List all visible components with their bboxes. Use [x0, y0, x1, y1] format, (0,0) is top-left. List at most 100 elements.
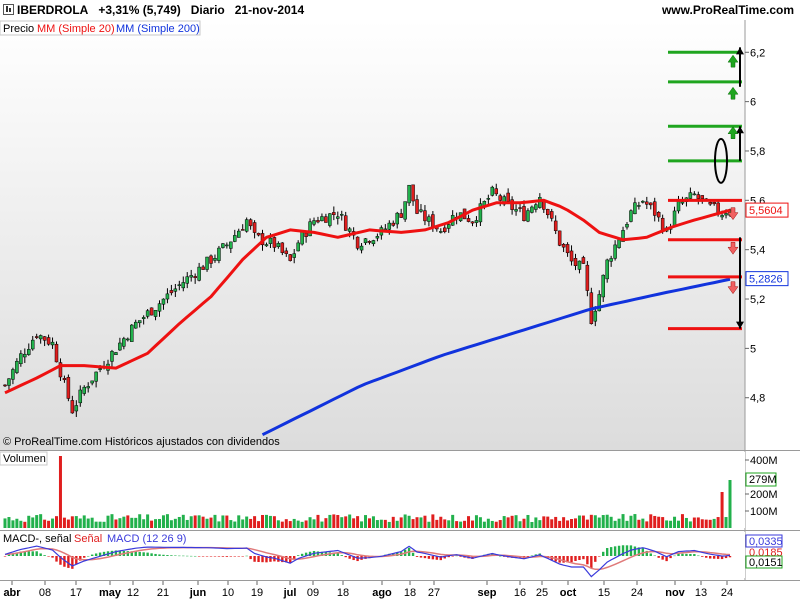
volume-bar [696, 517, 700, 528]
candle-up [268, 237, 273, 244]
chart-footer: © ProRealTime.com Históricos ajustados c… [3, 436, 280, 448]
macd-hist-bar [617, 545, 621, 556]
candle-up [419, 209, 423, 212]
candle-up [292, 253, 296, 258]
candle-up [676, 200, 681, 212]
candle-down [510, 199, 514, 210]
candle-down [557, 230, 562, 246]
macd-hist-bar [162, 554, 165, 556]
macd-hist-bar [205, 556, 209, 557]
macd-hist-bar [217, 556, 221, 557]
candle-up [236, 230, 241, 238]
volume-bar [518, 521, 522, 528]
candle-down [70, 400, 75, 414]
macd-hist-bar [229, 556, 233, 557]
candle-down [332, 212, 336, 215]
volume-bar [669, 520, 673, 528]
macd-hist-bar [55, 556, 58, 562]
macd-hist-bar [681, 553, 684, 556]
volume-bar [554, 516, 558, 528]
macd-hist-bar [47, 556, 50, 557]
volume-bar [546, 516, 550, 528]
macd-hist-bar [415, 556, 419, 557]
volume-bar [74, 516, 78, 528]
macd-hist-bar [261, 556, 264, 563]
macd-hist-bar [368, 556, 371, 559]
macd-hist-bar [435, 556, 439, 560]
macd-hist-bar [94, 553, 98, 556]
candle-up [197, 266, 201, 281]
macd-hist-bar [190, 555, 193, 557]
ma20-tag-border [745, 202, 789, 218]
candle-up [339, 214, 344, 216]
volume-bar [3, 518, 7, 528]
hist-value: 0,0151 [749, 557, 783, 569]
volume-bar [55, 516, 59, 528]
down-target-arrow-head [736, 321, 744, 329]
volume-bar [585, 519, 589, 528]
candle-down [240, 229, 245, 231]
volume-bar [257, 521, 261, 528]
macd-hist-bar [67, 556, 70, 568]
volume-bar [150, 520, 154, 528]
chart-title: IBERDROLA +3,31% (5,749) Diario 21-nov-2014 [3, 3, 304, 17]
macd-hist-bar [562, 556, 565, 563]
macd-hist-bar [657, 556, 660, 558]
candle-down [656, 212, 661, 218]
volume-bar [344, 516, 348, 528]
candle-down [3, 384, 7, 387]
volume-bar [514, 515, 518, 528]
volume-bar [542, 516, 546, 528]
macd-hist-bar [621, 545, 625, 556]
volume-bar [395, 520, 399, 528]
up-target-arrow-head [736, 126, 744, 134]
volume-bar [700, 519, 704, 528]
candle-up [514, 209, 518, 212]
volume-bar [724, 517, 728, 528]
volume-bar [249, 518, 253, 528]
macd-hist-bar [582, 556, 585, 560]
volume-bar [11, 520, 15, 528]
ma200-tag-border [745, 271, 789, 287]
volume-bar [383, 519, 387, 528]
y-tick-label: 6 [750, 97, 756, 109]
volume-bar [510, 515, 514, 528]
macd-hist-bar [174, 555, 177, 556]
down-arrow-icon [727, 241, 739, 255]
macd-hist-bar [471, 556, 474, 559]
candle-down [62, 378, 67, 381]
chart-type-icon[interactable] [3, 4, 14, 15]
macd-hist-bar [685, 553, 688, 556]
macd-line [4, 545, 731, 578]
macd-hist-bar [491, 553, 494, 556]
macd-hist-bar [530, 555, 534, 557]
macd-hist-bar [102, 551, 106, 556]
candle-down [343, 215, 348, 231]
volume-bar [439, 516, 443, 528]
candle-up [375, 236, 380, 239]
candle-up [371, 240, 376, 245]
candle-down [652, 201, 657, 216]
volume-bar [122, 516, 126, 528]
candle-up [490, 186, 495, 196]
candle-up [118, 342, 122, 351]
volume-bar [185, 519, 189, 528]
down-arrow-icon [727, 281, 739, 295]
site-label[interactable]: www.ProRealTime.com [661, 3, 794, 17]
candle-down [399, 213, 403, 218]
volume-bar [352, 518, 356, 528]
volume-bar [300, 521, 304, 528]
macd-hist-bar [296, 555, 300, 556]
volume-bar [534, 517, 538, 528]
volume-bar [379, 519, 383, 528]
x-tick-label: abr [3, 587, 21, 599]
macd-hist-bar [197, 556, 201, 557]
candle-down [581, 257, 586, 264]
volume-bar [348, 514, 352, 528]
volume-bar [23, 521, 27, 528]
volume-bar [470, 520, 474, 528]
volume-bar [320, 521, 324, 528]
x-tick-label: jul [283, 587, 297, 599]
macd-label-hist: MACD-, señal [3, 533, 71, 545]
